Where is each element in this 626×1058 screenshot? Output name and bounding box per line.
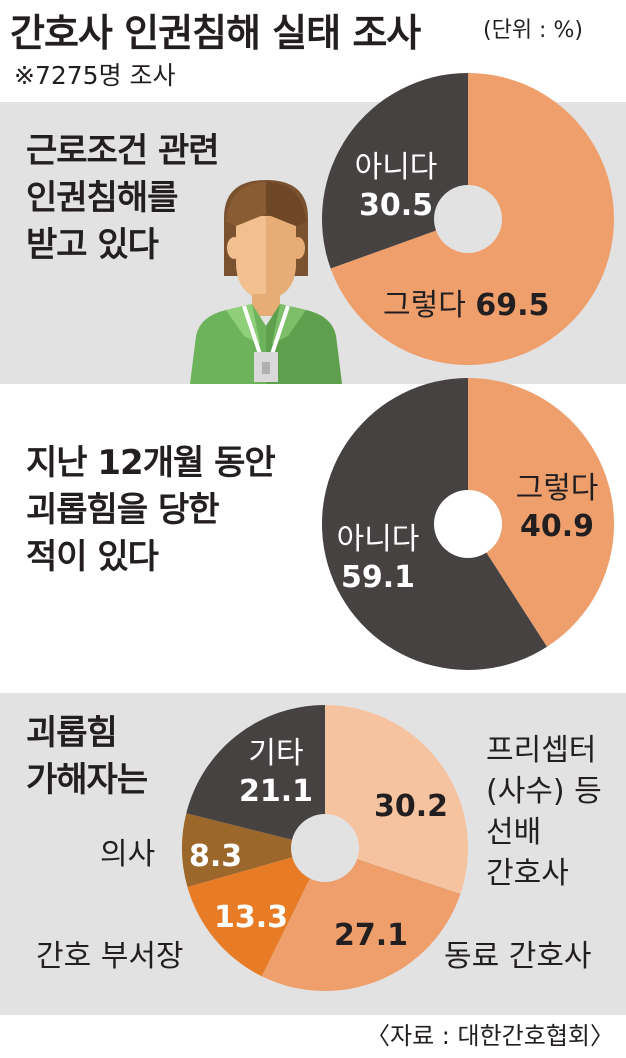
chart3-label-other-text: 기타 [248,736,304,771]
question-1-line-1: 근로조건 관련 [26,131,220,171]
chart2-label-yes-text: 그렇다 [515,471,599,506]
chart2-slice-0 [468,378,614,647]
chart1-value-yes: 69.5 [475,288,550,323]
chart3-value-doctor: 8.3 [189,839,243,874]
question-3: 괴롭힘 가해자는 [26,710,148,804]
chart3-value-preceptor: 30.2 [374,789,449,824]
chart3-value-colleague: 27.1 [334,918,409,953]
chart2-label-no-text: 아니다 [336,522,420,557]
chart1-value-no: 30.5 [358,188,434,223]
question-2: 지난 12개월 동안 괴롭힘을 당한 적이 있다 [26,440,276,581]
question-2-line-1: 지난 12개월 동안 [26,443,276,483]
chart3-label-preceptor: 프리셉터 (사수) 등 선배 간호사 [486,730,602,894]
question-3-line-1: 괴롭힘 [26,713,118,753]
chart3-slice-0 [325,705,469,894]
chart2-label-yes: 그렇다 40.9 [497,470,617,546]
chart2-value-yes: 40.9 [519,509,595,544]
chart2-label-no: 아니다 59.1 [318,521,438,597]
chart3-label-doctor: 의사 [100,837,156,872]
chart2-value-no: 59.1 [340,560,416,595]
question-1-line-3: 받고 있다 [26,225,159,265]
question-3-line-2: 가해자는 [26,760,148,800]
nurse-illustration [190,180,342,384]
chart3-slice-4 [186,705,325,848]
chart1-slice-1 [322,73,468,269]
chart3-center-hole [291,814,359,882]
chart3-label-colleague: 동료 간호사 [444,939,592,974]
question-1-line-2: 인권침해를 [26,178,178,218]
chart1-label-yes: 그렇다 69.5 [383,287,549,325]
unit-label: (단위 : %) [483,18,583,43]
question-1: 근로조건 관련 인권침해를 받고 있다 [26,128,220,269]
sample-note: ※7275명 조사 [14,61,176,90]
chart3-label-preceptor-line-4: 간호사 [486,856,569,891]
chart3-slice-1 [261,848,461,991]
chart3-label-preceptor-line-2: (사수) 등 [486,774,602,809]
chart3-label-preceptor-line-3: 선배 [486,815,542,850]
chart1-label-yes-text: 그렇다 [383,288,466,323]
chart-title: 간호사 인권침해 실태 조사 [10,11,421,55]
question-2-line-2: 괴롭힘을 당한 [26,490,220,530]
question-2-line-3: 적이 있다 [26,537,159,577]
chart3-slice-2 [187,848,325,977]
chart1-label-no: 아니다 30.5 [336,149,456,225]
chart3-value-other: 21.1 [238,774,314,809]
chart3-label-preceptor-line-1: 프리셉터 [486,733,597,768]
chart1-label-no-text: 아니다 [354,150,438,185]
chart3-label-head-nurse: 간호 부서장 [36,939,184,974]
chart1-center-hole [434,185,502,253]
chart2-center-hole [434,490,502,558]
chart3-label-other: 기타 21.1 [236,735,316,811]
chart3-value-head-nurse: 13.3 [214,900,289,935]
chart3-slice-3 [182,813,325,888]
source-note: 〈자료 : 대한간호협회〉 [366,1022,614,1050]
